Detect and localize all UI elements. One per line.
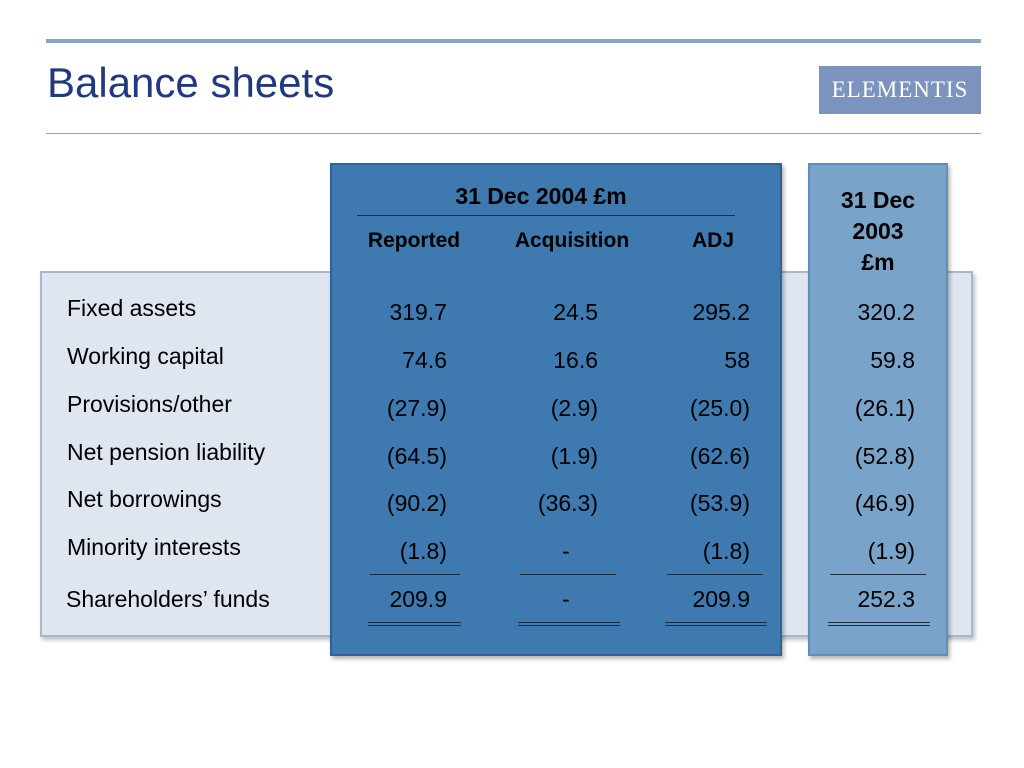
column-header-reported: Reported <box>367 229 461 252</box>
row-label-fixed-assets: Fixed assets <box>67 295 197 321</box>
header-dec-2003-line1: 31 Dec <box>840 187 916 213</box>
row-label-shareholders-funds: Shareholders’ funds <box>66 586 270 612</box>
total-double-rule-adj <box>665 622 767 626</box>
cell-adj-fixed-assets: 295.2 <box>692 299 750 325</box>
cell-acquisition-minority: - <box>562 538 570 564</box>
page-title: Balance sheets <box>47 59 335 106</box>
cell-adj-net-pension: (62.6) <box>689 443 750 469</box>
subtotal-rule-2003 <box>830 574 926 575</box>
cell-adj-minority: (1.8) <box>702 538 750 564</box>
cell-2003-net-borrowings: (46.9) <box>854 490 915 516</box>
header-dec-2004: 31 Dec 2004 £m <box>455 183 627 209</box>
cell-reported-total: 209.9 <box>389 586 447 612</box>
cell-acquisition-total: - <box>562 586 570 612</box>
logo-text: ELEMENTIS <box>831 77 969 102</box>
elementis-logo: ELEMENTIS <box>819 66 981 114</box>
cell-adj-total: 209.9 <box>692 586 750 612</box>
row-label-provisions: Provisions/other <box>67 391 232 417</box>
cell-2003-minority: (1.9) <box>867 538 915 564</box>
total-double-rule-reported <box>368 622 461 626</box>
cell-2003-net-pension: (52.8) <box>854 443 915 469</box>
cell-acquisition-working-capital: 16.6 <box>553 347 598 373</box>
cell-reported-provisions: (27.9) <box>386 395 447 421</box>
cell-reported-working-capital: 74.6 <box>402 347 447 373</box>
subtotal-rule-acquisition <box>520 574 616 575</box>
cell-reported-fixed-assets: 319.7 <box>389 299 447 325</box>
header-dec-2003: 31 Dec 2003 £m <box>808 185 948 278</box>
row-label-working-capital: Working capital <box>67 343 224 369</box>
subtotal-rule-reported <box>370 574 460 575</box>
cell-2003-working-capital: 59.8 <box>870 347 915 373</box>
cell-acquisition-fixed-assets: 24.5 <box>553 299 598 325</box>
top-rule <box>46 39 981 43</box>
cell-2003-total: 252.3 <box>857 586 915 612</box>
column-header-acquisition: Acquisition <box>514 229 630 252</box>
cell-acquisition-provisions: (2.9) <box>550 395 598 421</box>
header-dec-2003-line3: £m <box>861 249 895 275</box>
dec-2004-panel <box>330 163 782 656</box>
row-label-net-borrowings: Net borrowings <box>67 486 222 512</box>
cell-reported-minority: (1.8) <box>399 538 447 564</box>
subtotal-rule-adj <box>667 574 763 575</box>
header-dec-2003-line2: 2003 <box>852 218 904 244</box>
row-label-net-pension: Net pension liability <box>67 439 266 465</box>
dec-2003-panel <box>808 163 948 656</box>
total-double-rule-2003 <box>828 622 930 626</box>
cell-reported-net-borrowings: (90.2) <box>386 490 447 516</box>
cell-acquisition-net-borrowings: (36.3) <box>537 490 598 516</box>
cell-2003-fixed-assets: 320.2 <box>857 299 915 325</box>
total-double-rule-acquisition <box>518 622 620 626</box>
cell-reported-net-pension: (64.5) <box>386 443 447 469</box>
cell-acquisition-net-pension: (1.9) <box>550 443 598 469</box>
header-rule <box>357 215 735 216</box>
cell-adj-provisions: (25.0) <box>689 395 750 421</box>
column-header-adj: ADJ <box>691 229 734 252</box>
cell-adj-working-capital: 58 <box>724 347 750 373</box>
title-rule <box>46 133 981 134</box>
cell-adj-net-borrowings: (53.9) <box>689 490 750 516</box>
row-label-minority-interests: Minority interests <box>67 534 241 560</box>
cell-2003-provisions: (26.1) <box>854 395 915 421</box>
